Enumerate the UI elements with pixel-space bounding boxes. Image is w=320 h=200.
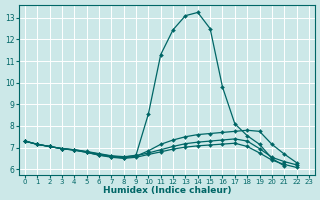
X-axis label: Humidex (Indice chaleur): Humidex (Indice chaleur)	[103, 186, 231, 195]
